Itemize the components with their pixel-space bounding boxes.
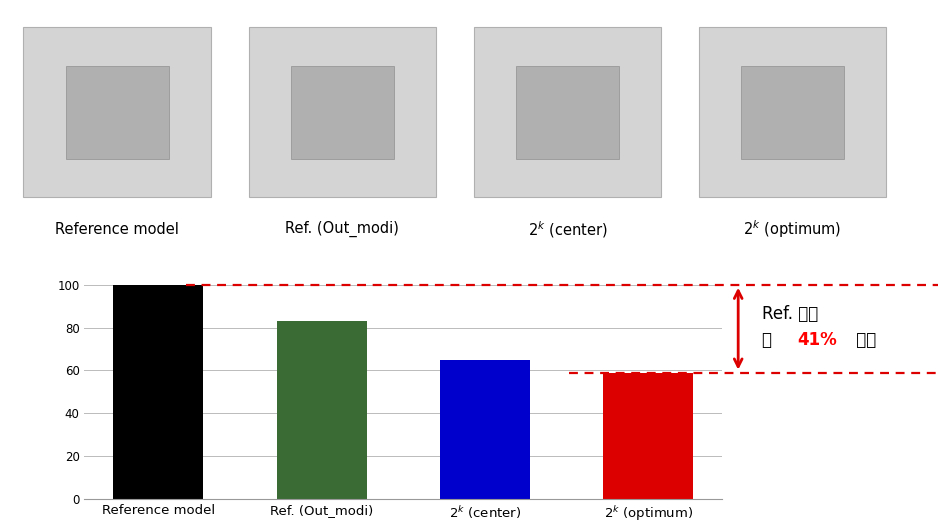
Bar — [66, 66, 169, 159]
Text: 감소: 감소 — [851, 331, 876, 349]
Text: 2$^k$ (optimum): 2$^k$ (optimum) — [744, 218, 841, 240]
Bar — [474, 27, 661, 196]
Bar — [113, 285, 204, 499]
Bar — [291, 66, 394, 159]
Bar — [249, 27, 436, 196]
Text: 2$^k$ (center): 2$^k$ (center) — [528, 219, 607, 240]
Text: 약: 약 — [762, 331, 777, 349]
Bar — [23, 27, 211, 196]
Bar — [440, 360, 530, 499]
Bar — [277, 321, 367, 499]
Text: Reference model: Reference model — [55, 222, 179, 237]
Bar — [699, 27, 886, 196]
Bar — [516, 66, 619, 159]
Bar — [603, 373, 693, 499]
Text: 41%: 41% — [797, 331, 837, 349]
Text: Ref. (Out_modi): Ref. (Out_modi) — [285, 221, 400, 237]
Bar — [741, 66, 844, 159]
Text: Ref. 기준: Ref. 기준 — [762, 304, 818, 323]
